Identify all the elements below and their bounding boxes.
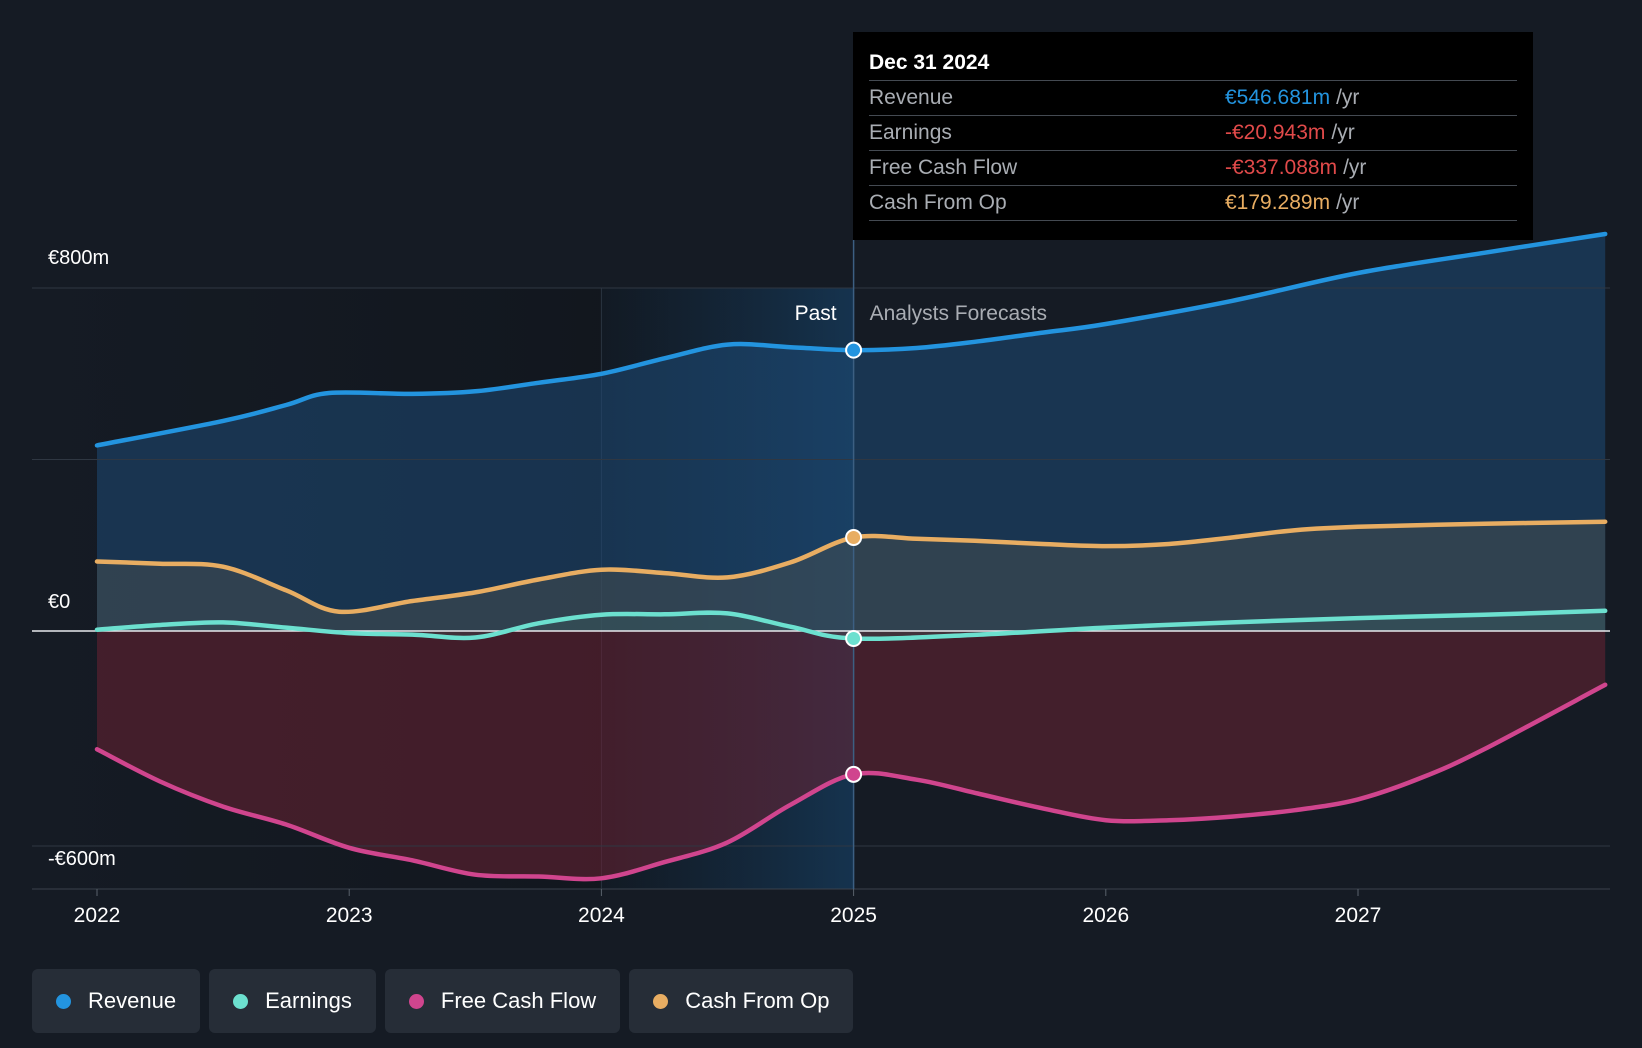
legend-item-free-cash-flow[interactable]: Free Cash Flow <box>384 969 621 1033</box>
area-revenue <box>97 234 1606 631</box>
chart-legend: Revenue Earnings Free Cash Flow Cash Fro… <box>32 969 854 1033</box>
tooltip-value: €546.681m/yr <box>1225 81 1359 115</box>
marker-revenue <box>845 341 863 359</box>
past-label: Past <box>795 302 837 325</box>
tooltip-row-free-cash-flow: Free Cash Flow -€337.088m/yr <box>869 151 1517 186</box>
legend-label: Free Cash Flow <box>440 988 597 1013</box>
tooltip-unit: /yr <box>1343 156 1367 179</box>
chart-canvas: €800m €0 -€600m 2022 2023 2024 2025 2026 2027 Pas… <box>32 231 1610 927</box>
marker-cash-from-op <box>845 529 863 547</box>
tooltip-row-earnings: Earnings -€20.943m/yr <box>869 116 1517 151</box>
tooltip-value-text: €179.289m <box>1225 191 1331 214</box>
tooltip-value-text: -€20.943m <box>1225 121 1326 144</box>
tooltip-value-text: €546.681m <box>1225 86 1331 109</box>
y-tick-label: €0 <box>48 591 70 613</box>
tooltip-label: Earnings <box>869 121 952 144</box>
legend-dot-icon <box>408 993 424 1009</box>
legend-label: Cash From Op <box>685 988 830 1013</box>
series-line-revenue <box>94 231 1608 448</box>
tooltip-value: €179.289m/yr <box>1225 186 1359 220</box>
legend-item-revenue[interactable]: Revenue <box>32 969 201 1033</box>
series-line-cash-from-op <box>94 519 1608 615</box>
y-tick-label: -€600m <box>48 848 116 870</box>
area-free-cash-flow <box>97 631 1606 880</box>
tooltip-value-text: -€337.088m <box>1225 156 1338 179</box>
tooltip-unit: /yr <box>1331 121 1355 144</box>
series-line-free-cash-flow <box>94 682 1608 882</box>
legend-item-earnings[interactable]: Earnings <box>209 969 376 1033</box>
legend-dot-icon <box>653 993 669 1009</box>
tooltip-date: Dec 31 2024 <box>869 46 1517 81</box>
legend-item-cash-from-op[interactable]: Cash From Op <box>629 969 854 1033</box>
area-cash-from-op <box>97 521 1606 631</box>
tooltip-panel: Dec 31 2024 Revenue €546.681m/yr Earning… <box>853 32 1533 240</box>
forecast-label: Analysts Forecasts <box>870 302 1047 325</box>
x-tick-label: 2022 <box>74 904 121 927</box>
tooltip-row-cash-from-op: Cash From Op €179.289m/yr <box>869 186 1517 221</box>
x-tick-label: 2025 <box>830 904 877 927</box>
x-tick-label: 2027 <box>1335 904 1382 927</box>
x-tick-label: 2023 <box>326 904 373 927</box>
tooltip-value: -€20.943m/yr <box>1225 116 1355 150</box>
x-tick-label: 2024 <box>578 904 625 927</box>
tooltip-unit: /yr <box>1336 86 1360 109</box>
legend-label: Earnings <box>265 988 352 1013</box>
tooltip-label: Free Cash Flow <box>869 156 1018 179</box>
tooltip-label: Cash From Op <box>869 191 1007 214</box>
legend-dot-icon <box>233 993 249 1009</box>
y-tick-label: €800m <box>48 247 109 269</box>
series-line-earnings <box>94 608 1608 642</box>
x-tick-label: 2026 <box>1082 904 1129 927</box>
legend-label: Revenue <box>88 988 177 1013</box>
tooltip-label: Revenue <box>869 86 954 109</box>
marker-free-cash-flow <box>845 765 863 783</box>
tooltip-row-revenue: Revenue €546.681m/yr <box>869 81 1517 116</box>
legend-dot-icon <box>56 993 71 1009</box>
marker-earnings <box>845 630 863 648</box>
tooltip-unit: /yr <box>1336 191 1360 214</box>
tooltip-value: -€337.088m/yr <box>1225 151 1366 185</box>
